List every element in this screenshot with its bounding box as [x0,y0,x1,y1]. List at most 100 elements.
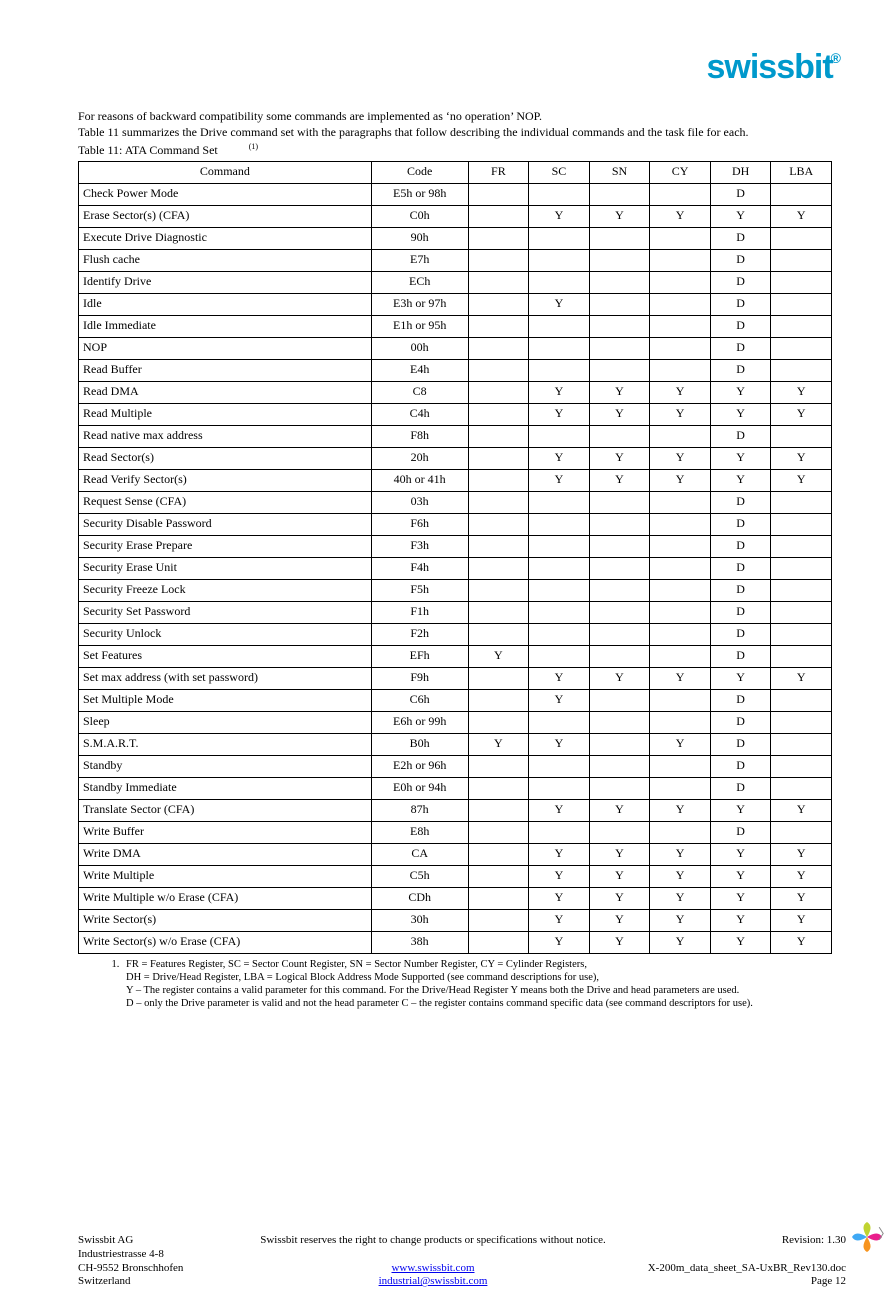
value-cell [650,315,711,337]
table-row: Request Sense (CFA)03hD [79,491,832,513]
value-cell: Y [589,667,650,689]
value-cell: E7h [371,249,468,271]
value-cell: Y [529,931,590,953]
command-cell: Standby [79,755,372,777]
value-cell: Y [710,205,771,227]
command-cell: Flush cache [79,249,372,271]
value-cell: E1h or 95h [371,315,468,337]
table-row: Security Erase PrepareF3hD [79,535,832,557]
value-cell: Y [650,887,711,909]
table-row: IdleE3h or 97hYD [79,293,832,315]
value-cell: D [710,755,771,777]
table-header-cell: FR [468,161,529,183]
value-cell [771,733,832,755]
command-cell: Translate Sector (CFA) [79,799,372,821]
value-cell: 03h [371,491,468,513]
command-cell: Write Sector(s) w/o Erase (CFA) [79,931,372,953]
value-cell [771,293,832,315]
value-cell: Y [771,469,832,491]
value-cell [529,777,590,799]
value-cell [650,623,711,645]
value-cell [650,337,711,359]
table-row: Read MultipleC4hYYYYY [79,403,832,425]
value-cell [589,535,650,557]
table-header-cell: LBA [771,161,832,183]
value-cell: Y [771,931,832,953]
footer-web-link[interactable]: www.swissbit.com [391,1262,474,1274]
value-cell [468,205,529,227]
value-cell: D [710,645,771,667]
value-cell: F3h [371,535,468,557]
value-cell: Y [710,865,771,887]
value-cell [650,491,711,513]
value-cell [529,623,590,645]
value-cell [771,535,832,557]
table-row: Write Multiple w/o Erase (CFA)CDhYYYYY [79,887,832,909]
value-cell [468,183,529,205]
value-cell [771,337,832,359]
footer-revision: Revision: 1.30 [648,1234,846,1248]
value-cell: Y [529,909,590,931]
command-cell: Write DMA [79,843,372,865]
value-cell: C5h [371,865,468,887]
value-cell [589,359,650,381]
value-cell [468,293,529,315]
value-cell [468,711,529,733]
value-cell [771,623,832,645]
value-cell [468,227,529,249]
value-cell: F5h [371,579,468,601]
table-row: Security Erase UnitF4hD [79,557,832,579]
value-cell: Y [589,799,650,821]
value-cell: D [710,579,771,601]
value-cell: Y [650,931,711,953]
command-cell: Security Erase Unit [79,557,372,579]
value-cell: 00h [371,337,468,359]
command-cell: Set max address (with set password) [79,667,372,689]
command-cell: Write Buffer [79,821,372,843]
value-cell: Y [771,447,832,469]
command-cell: Execute Drive Diagnostic [79,227,372,249]
footer-pagenum: Page 12 [648,1275,846,1289]
value-cell [650,579,711,601]
value-cell: D [710,271,771,293]
value-cell: E4h [371,359,468,381]
footer-email-link[interactable]: industrial@swissbit.com [379,1275,488,1287]
value-cell [771,183,832,205]
value-cell [468,799,529,821]
intro-block: For reasons of backward compatibility so… [78,108,832,159]
value-cell [650,293,711,315]
table-row: Erase Sector(s) (CFA)C0hYYYYY [79,205,832,227]
value-cell: Y [710,447,771,469]
value-cell [650,777,711,799]
table-row: Security Freeze LockF5hD [79,579,832,601]
table-row: Execute Drive Diagnostic90hD [79,227,832,249]
value-cell [650,249,711,271]
value-cell: EFh [371,645,468,667]
value-cell [529,535,590,557]
value-cell [529,557,590,579]
table-row: Read Sector(s)20hYYYYY [79,447,832,469]
value-cell [589,755,650,777]
value-cell: Y [771,843,832,865]
brand-text: swissbit [707,48,833,86]
footnote-1: FR = Features Register, SC = Sector Coun… [122,958,832,1011]
registered-mark: ® [831,50,840,66]
value-cell: Y [710,887,771,909]
value-cell [468,579,529,601]
table-header-row: CommandCodeFRSCSNCYDHLBA [79,161,832,183]
value-cell [468,821,529,843]
table-row: Check Power ModeE5h or 98hD [79,183,832,205]
value-cell: Y [529,205,590,227]
value-cell: E2h or 96h [371,755,468,777]
value-cell [529,337,590,359]
caption-superscript: (1) [249,142,258,151]
command-cell: Read Verify Sector(s) [79,469,372,491]
value-cell: Y [710,843,771,865]
value-cell: C4h [371,403,468,425]
value-cell [771,601,832,623]
value-cell [650,425,711,447]
table-row: Set max address (with set password)F9hYY… [79,667,832,689]
value-cell: Y [771,403,832,425]
value-cell [468,337,529,359]
intro-para-2: Table 11 summarizes the Drive command se… [78,124,832,140]
